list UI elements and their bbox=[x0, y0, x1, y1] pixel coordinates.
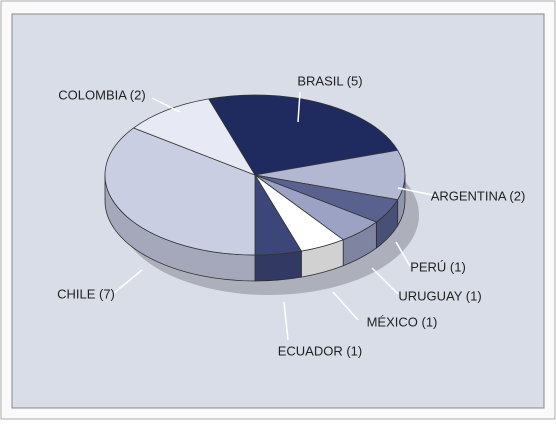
slice-label: ECUADOR (1) bbox=[278, 343, 363, 358]
leader-line bbox=[113, 269, 143, 294]
side-shade bbox=[343, 222, 377, 266]
leader-line bbox=[395, 241, 411, 267]
slice-label: CHILE (7) bbox=[57, 286, 115, 301]
slice-label: PERÚ (1) bbox=[410, 259, 466, 274]
leader-line bbox=[397, 187, 439, 197]
slice-label: URUGUAY (1) bbox=[398, 288, 481, 303]
leader-line bbox=[297, 91, 301, 123]
slice bbox=[104, 127, 256, 256]
slice bbox=[207, 94, 399, 176]
leader-line bbox=[151, 97, 181, 113]
side-shade bbox=[105, 175, 255, 281]
slice bbox=[132, 98, 256, 176]
slice-label: MÉXICO (1) bbox=[367, 314, 438, 329]
side-shade bbox=[376, 199, 398, 249]
side-shade bbox=[255, 251, 302, 281]
leader-line bbox=[332, 291, 359, 321]
slice-label: ARGENTINA (2) bbox=[431, 188, 526, 203]
slice-label: COLOMBIA (2) bbox=[58, 87, 145, 102]
slice-label: BRASIL (5) bbox=[297, 73, 362, 88]
slice bbox=[254, 149, 406, 201]
leader-line bbox=[283, 301, 289, 341]
leader-line bbox=[371, 267, 399, 295]
